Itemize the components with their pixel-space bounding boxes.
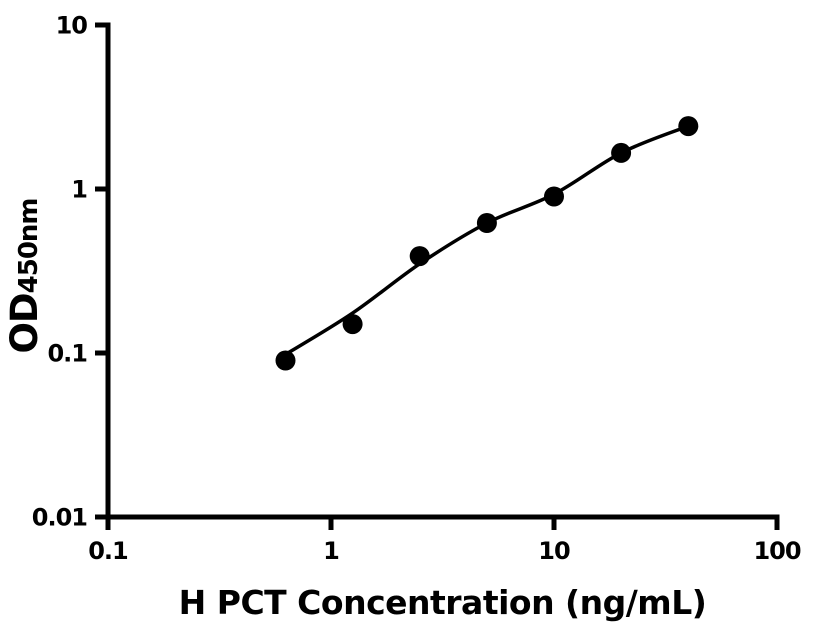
x-axis-title: H PCT Concentration (ng/mL) xyxy=(178,583,707,622)
data-point xyxy=(476,213,497,233)
y-tick-label: 10 xyxy=(56,12,88,40)
y-axis-title: OD 450nm xyxy=(3,196,51,356)
data-point xyxy=(678,116,699,137)
y-axis-title-subscript: 450nm xyxy=(14,198,44,294)
x-tick-label: 100 xyxy=(753,537,800,565)
x-tick-label: 1 xyxy=(323,537,339,565)
y-tick-label: 1 xyxy=(71,176,87,204)
y-tick-label: 0.1 xyxy=(47,340,87,368)
y-axis-title-main: OD xyxy=(3,293,46,354)
data-points xyxy=(275,116,699,371)
x-tick-label: 0.1 xyxy=(88,537,128,565)
data-point xyxy=(275,350,296,371)
data-point xyxy=(611,142,632,163)
x-tick-label: 10 xyxy=(538,537,570,565)
y-tick-label: 0.01 xyxy=(32,504,88,532)
data-point xyxy=(544,186,564,207)
data-point xyxy=(409,246,430,267)
data-point xyxy=(342,314,363,335)
axis-ticks xyxy=(95,22,780,530)
axes xyxy=(105,22,780,520)
